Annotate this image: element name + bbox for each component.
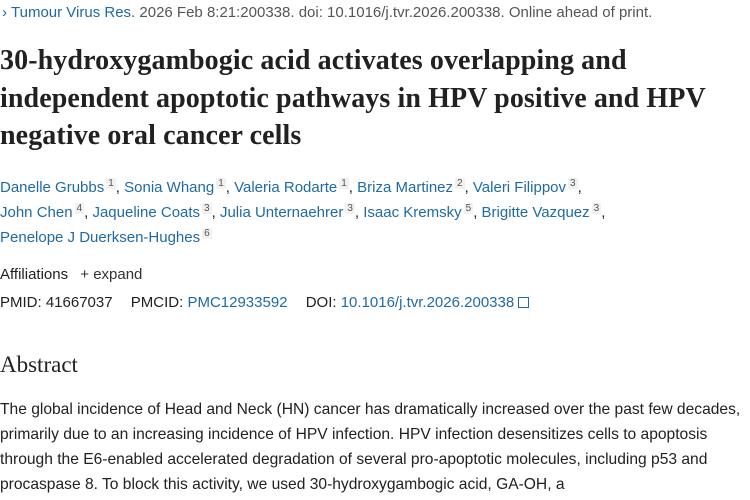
author-link[interactable]: Brigitte Vazquez <box>481 204 590 221</box>
author-link[interactable]: Danelle Grubbs <box>0 179 105 196</box>
author-link[interactable]: Valeri Filippov <box>472 179 566 196</box>
author-link[interactable]: John Chen <box>0 204 73 221</box>
affiliation-number[interactable]: 3 <box>568 178 578 189</box>
external-link-icon <box>518 297 530 308</box>
pmcid-label: PMCID: <box>130 294 184 311</box>
affiliation-number[interactable]: 3 <box>345 203 355 214</box>
citation-details: 2026 Feb 8:21:200338. doi: 10.1016/j.tvr… <box>139 4 653 21</box>
author-link[interactable]: Isaac Kremsky <box>363 204 462 221</box>
affiliations-label: Affiliations <box>0 266 69 283</box>
affiliation-number[interactable]: 4 <box>74 203 85 214</box>
article-title: 30-hydroxygambogic acid activates overla… <box>0 45 706 151</box>
chevron-right-icon: › <box>2 4 7 21</box>
affiliation-number[interactable]: 3 <box>202 203 212 214</box>
abstract-heading: Abstract <box>0 352 78 377</box>
author-link[interactable]: Julia Unternaehrer <box>219 204 344 221</box>
affiliations-row: Affiliations + expand <box>0 266 142 283</box>
affiliation-number[interactable]: 1 <box>339 178 349 189</box>
author-list: Danelle Grubbs 1, Sonia Whang 1, Valeria R… <box>0 178 606 246</box>
affiliation-number[interactable]: 1 <box>216 178 226 189</box>
affiliation-number[interactable]: 5 <box>463 203 474 214</box>
doi-link[interactable]: 10.1016/j.tvr.2026.200338 <box>340 294 515 311</box>
author-link[interactable]: Jaqueline Coats <box>92 204 201 221</box>
affiliation-number[interactable]: 2 <box>455 178 465 189</box>
affiliation-number[interactable]: 1 <box>106 178 116 189</box>
author-link[interactable]: Sonia Whang <box>124 179 215 196</box>
affiliation-number[interactable]: 6 <box>202 228 212 239</box>
citation-line: › Tumour Virus Res. 2026 Feb 8:21:200338.… <box>2 4 652 21</box>
pmcid-link[interactable]: PMC12933592 <box>187 294 288 311</box>
journal-link[interactable]: Tumour Virus Res. <box>11 4 136 21</box>
pmid-value: 41667037 <box>45 294 113 311</box>
doi-label: DOI: <box>305 294 337 311</box>
author-link[interactable]: Penelope J Duerksen-Hughes <box>0 229 201 246</box>
author-link[interactable]: Valeria Rodarte <box>234 179 338 196</box>
affiliation-number[interactable]: 3 <box>591 203 602 214</box>
author-link[interactable]: Briza Martinez <box>357 179 453 196</box>
abstract-text: The global incidence of Head and Neck (H… <box>0 401 741 493</box>
expand-affiliations-button[interactable]: + expand <box>80 266 143 283</box>
pmid-label: PMID: <box>0 294 42 311</box>
identifiers-row: PMID: 41667037 PMCID: PMC12933592 DOI: 1… <box>0 294 530 311</box>
